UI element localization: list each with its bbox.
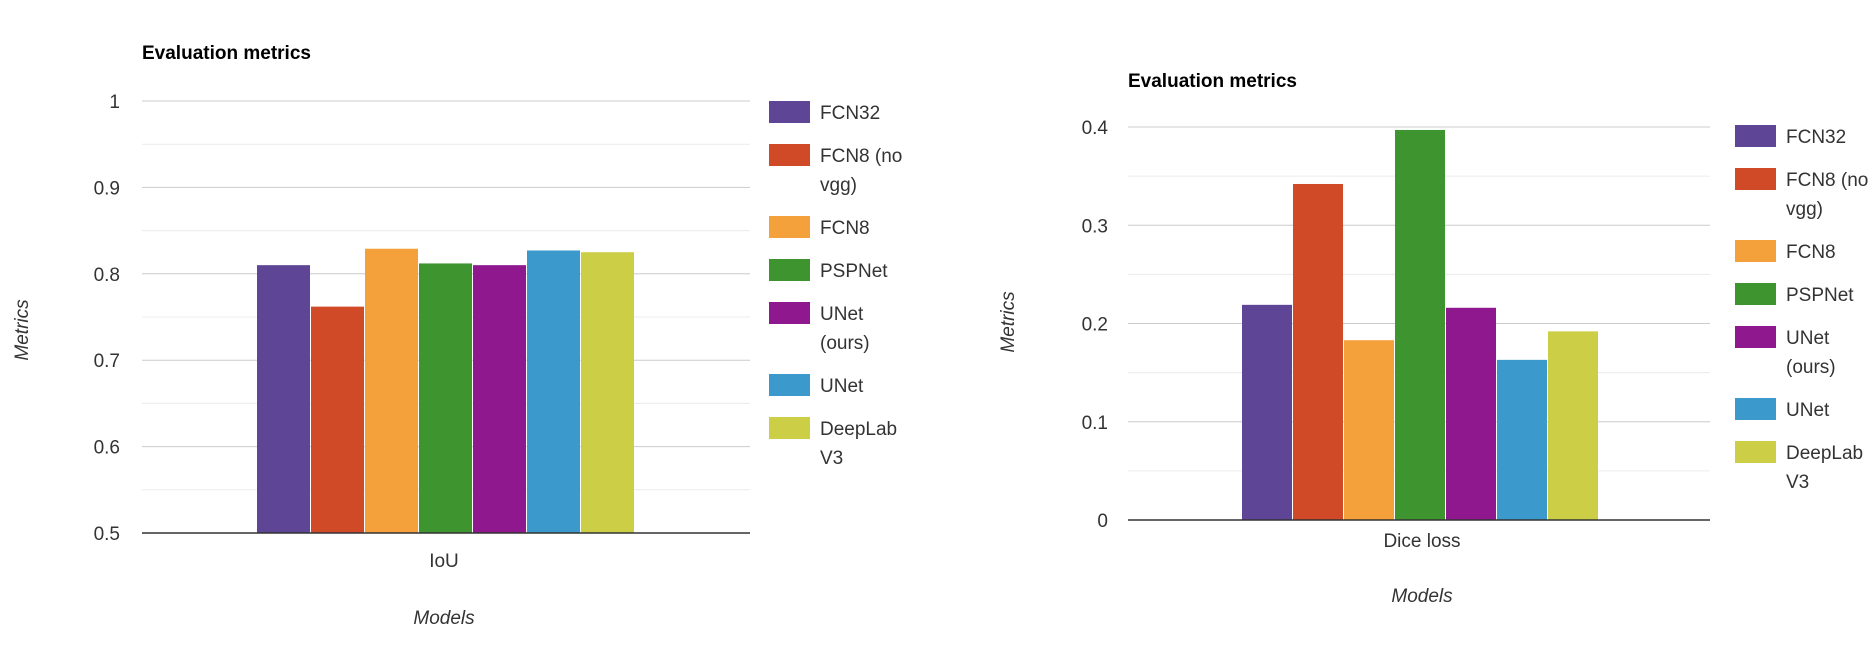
bar-fcn8 [1344, 340, 1394, 520]
bar-pspnet [419, 263, 472, 533]
legend-swatch [1735, 398, 1776, 420]
legend-label: UNet [1786, 400, 1830, 421]
bar-unet-ours [1446, 307, 1496, 520]
legend-swatch [769, 374, 810, 396]
y-tick-label: 0.8 [94, 265, 120, 286]
legend-label: V3 [820, 448, 843, 469]
y-tick-label: 0.9 [94, 178, 120, 199]
legend-swatch [1735, 125, 1776, 147]
bar-deeplab-v3 [1548, 331, 1598, 520]
iou-chart: Evaluation metrics Metrics Models IoU 0.… [12, 43, 902, 629]
legend-label: UNet [1786, 328, 1830, 349]
bar-unet-ours [473, 265, 526, 533]
dice-loss-chart: Evaluation metrics Metrics Models Dice l… [936, 0, 1872, 658]
legend-label: (ours) [820, 333, 870, 354]
legend: FCN32 FCN8 (no vgg) FCN8 PSPNet UNet (ours) UNe… [1735, 125, 1868, 493]
legend-swatch [1735, 168, 1776, 190]
legend-label: vgg) [820, 175, 857, 196]
legend-swatch [769, 259, 810, 281]
y-tick-label: 0.4 [1082, 118, 1109, 139]
legend-swatch [1735, 326, 1776, 348]
legend-label: FCN8 [1786, 242, 1836, 263]
y-tick-label: 0.2 [1082, 315, 1108, 336]
legend-label: FCN8 (no [820, 146, 902, 167]
bar-unet [1497, 359, 1547, 520]
y-axis-title: Metrics [998, 291, 1019, 353]
legend-label: DeepLab [1786, 443, 1863, 464]
legend-swatch [1735, 240, 1776, 262]
y-tick-label: 0 [1097, 511, 1108, 532]
category-label: Dice loss [1383, 531, 1460, 552]
y-tick-label: 0.5 [94, 524, 120, 545]
legend: FCN32 FCN8 (no vgg) FCN8 PSPNet UNet (ours) UNe… [769, 101, 902, 469]
legend-label: UNet [820, 304, 864, 325]
legend-label: FCN8 [820, 218, 870, 239]
legend-swatch [769, 302, 810, 324]
legend-label: PSPNet [1786, 285, 1854, 306]
legend-swatch [769, 417, 810, 439]
bars [257, 248, 634, 534]
bar-fcn8-no-vgg [311, 306, 364, 533]
bar-deeplab-v3 [581, 252, 634, 533]
legend-swatch [1735, 283, 1776, 305]
legend-label: vgg) [1786, 199, 1823, 220]
chart-title: Evaluation metrics [142, 43, 311, 64]
bar-pspnet [1395, 129, 1445, 520]
legend-label: FCN32 [820, 103, 880, 124]
dice-loss-chart-svg: Evaluation metrics Metrics Models Dice l… [998, 71, 1868, 607]
legend-label: DeepLab [820, 419, 897, 440]
y-tick-label: 0.3 [1082, 216, 1108, 237]
bar-unet [527, 250, 580, 534]
y-tick-label: 0.1 [1082, 413, 1108, 434]
legend-label: UNet [820, 376, 864, 397]
legend-label: FCN32 [1786, 127, 1846, 148]
legend-swatch [769, 216, 810, 238]
bar-fcn8-no-vgg [1293, 183, 1343, 521]
legend-label: PSPNet [820, 261, 888, 282]
x-axis-title: Models [413, 608, 475, 629]
y-axis-title: Metrics [12, 299, 33, 361]
y-tick-label: 0.6 [94, 438, 120, 459]
x-axis-title: Models [1391, 586, 1453, 607]
category-label: IoU [429, 551, 459, 572]
iou-chart-svg: Evaluation metrics Metrics Models IoU 0.… [12, 43, 902, 629]
legend-label: V3 [1786, 472, 1809, 493]
legend-swatch [769, 101, 810, 123]
chart-title: Evaluation metrics [1128, 71, 1297, 92]
legend-swatch [1735, 441, 1776, 463]
legend-label: FCN8 (no [1786, 170, 1868, 191]
bar-fcn8 [365, 248, 418, 533]
legend-label: (ours) [1786, 357, 1836, 378]
bars [1242, 129, 1598, 521]
bar-fcn32 [257, 265, 310, 533]
y-tick-label: 1 [109, 92, 120, 113]
bar-fcn32 [1242, 304, 1292, 520]
y-tick-label: 0.7 [94, 351, 120, 372]
legend-swatch [769, 144, 810, 166]
